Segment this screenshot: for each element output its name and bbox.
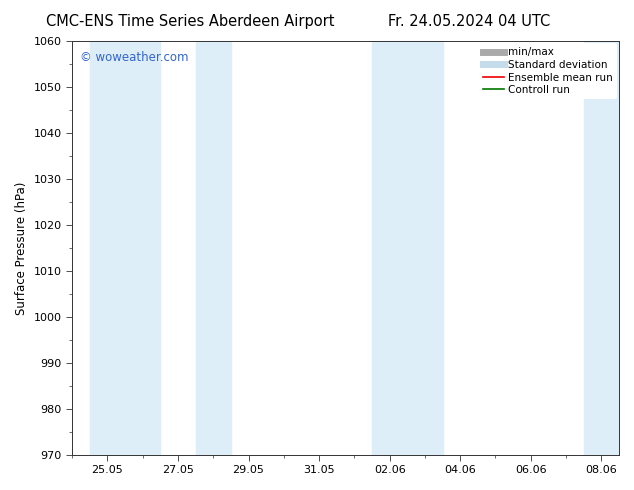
Legend: min/max, Standard deviation, Ensemble mean run, Controll run: min/max, Standard deviation, Ensemble me… bbox=[479, 43, 617, 99]
Bar bbox=[90, 41, 160, 455]
Bar bbox=[584, 41, 619, 455]
Text: CMC-ENS Time Series Aberdeen Airport: CMC-ENS Time Series Aberdeen Airport bbox=[46, 14, 335, 29]
Bar bbox=[195, 41, 231, 455]
Text: Fr. 24.05.2024 04 UTC: Fr. 24.05.2024 04 UTC bbox=[388, 14, 550, 29]
Y-axis label: Surface Pressure (hPa): Surface Pressure (hPa) bbox=[15, 181, 28, 315]
Text: © woweather.com: © woweather.com bbox=[81, 51, 189, 64]
Bar bbox=[372, 41, 443, 455]
